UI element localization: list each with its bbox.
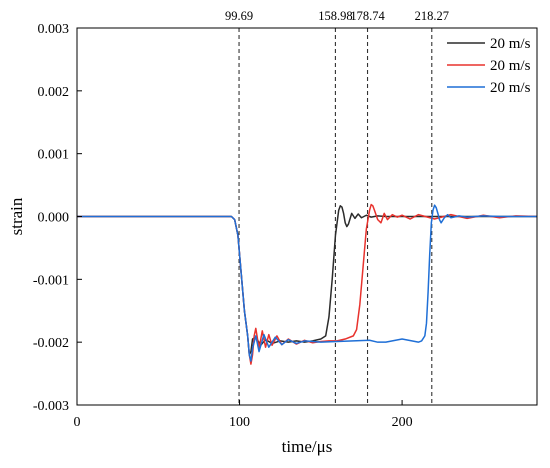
marker-label-0: 99.69 (225, 9, 253, 23)
x-tick-label-0: 0 (74, 415, 81, 430)
y-tick-label-6: -0.003 (33, 399, 69, 414)
x-tick-label-2: 200 (392, 415, 413, 430)
series-line-0 (77, 205, 537, 356)
marker-label-2: 178.74 (350, 9, 385, 23)
marker-label-1: 158.98 (318, 9, 352, 23)
y-tick-label-3: 0.000 (38, 211, 70, 226)
y-tick-label-2: 0.001 (38, 148, 70, 163)
legend-label-2: 20 m/s (490, 80, 531, 96)
y-tick-label-4: -0.001 (33, 273, 69, 288)
legend: 20 m/s 20 m/s 20 m/s (447, 36, 531, 96)
x-axis-label: time/μs (282, 437, 333, 456)
series-lines (77, 203, 538, 365)
legend-label-0: 20 m/s (490, 36, 531, 52)
y-tick-label-1: 0.002 (38, 85, 70, 100)
legend-label-1: 20 m/s (490, 58, 531, 74)
marker-label-3: 218.27 (415, 9, 449, 23)
axes: 0 100 200 0.003 0.002 0.001 0.000 -0.001 -0.002 -… (33, 22, 413, 430)
x-tick-label-1: 100 (229, 415, 250, 430)
y-axis-label: strain (7, 197, 26, 235)
y-tick-label-5: -0.002 (33, 336, 69, 351)
y-tick-label-0: 0.003 (38, 22, 70, 37)
series-line-2 (77, 204, 537, 362)
series-line-1 (77, 203, 538, 365)
